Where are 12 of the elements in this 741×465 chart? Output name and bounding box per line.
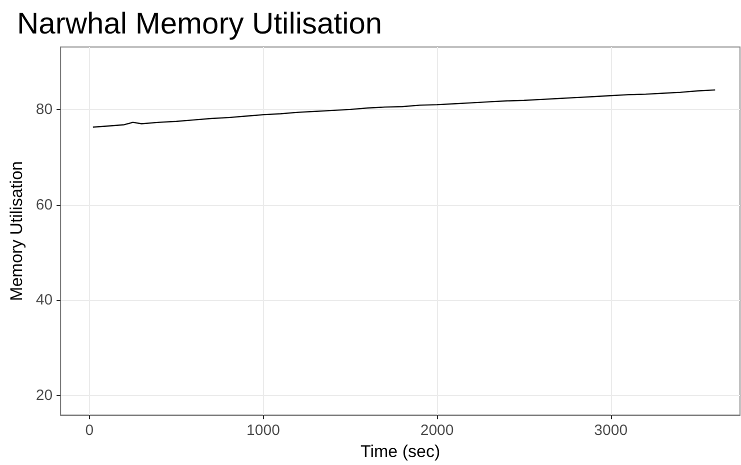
y-axis-title: Memory Utilisation (7, 161, 26, 301)
x-tick-label: 3000 (594, 422, 628, 440)
x-tick-label: 1000 (246, 422, 280, 440)
y-tick-label: 40 (36, 292, 53, 309)
y-tick-label: 60 (36, 196, 53, 214)
chart-title: Narwhal Memory Utilisation (17, 8, 382, 40)
x-axis-title: Time (sec) (360, 442, 440, 461)
y-tick-label: 20 (36, 387, 53, 404)
x-tick-label: 2000 (420, 422, 454, 440)
x-tick-label: 0 (85, 422, 94, 440)
y-tick-label: 80 (36, 100, 53, 118)
line-series (92, 89, 716, 128)
